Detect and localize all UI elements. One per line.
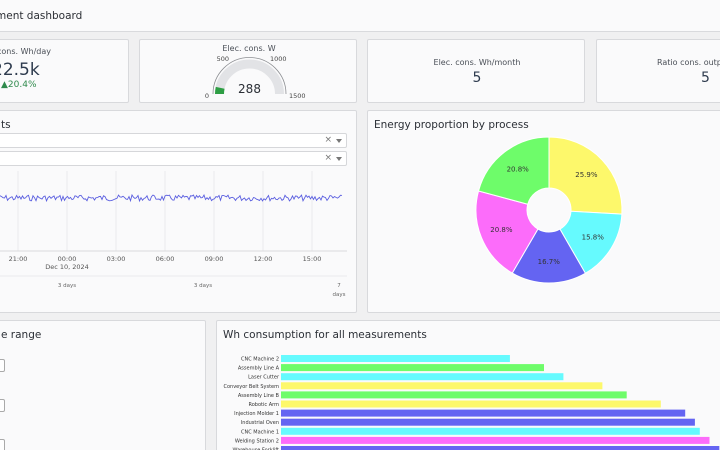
bar-category-label: Warehouse Forklift: [233, 448, 280, 450]
gauge-tick-1000: 1000: [270, 55, 287, 63]
donut-slice-label: 16.7%: [538, 258, 561, 266]
donut-slice[interactable]: [477, 136, 550, 205]
time-tick: 06:00: [156, 255, 175, 263]
consumption-bar-chart[interactable]: CNC Machine 2 Assembly Line A Laser Cutter…: [217, 321, 720, 450]
bar-category-label: CNC Machine 1: [241, 429, 279, 435]
time-series-chart[interactable]: 21:00 00:00 03:00 06:00 09:00 12:00 15:0…: [0, 111, 357, 313]
time-tick: 03:00: [107, 255, 126, 263]
kpi-ratio-value: 5: [701, 70, 710, 86]
bar[interactable]: [281, 400, 661, 408]
gauge-tick-500: 500: [217, 55, 229, 63]
proportion-panel: Energy proportion by process 25.9% 15.8% 1…: [367, 110, 720, 313]
clear-icon[interactable]: ×: [324, 135, 332, 145]
bar[interactable]: [281, 409, 686, 417]
bar[interactable]: [281, 418, 695, 426]
time-tick: 21:00: [9, 255, 28, 263]
proportion-title: Energy proportion by process: [374, 119, 529, 131]
kpi-monthly-value: 5: [472, 70, 482, 86]
bar[interactable]: [281, 382, 603, 390]
donut-slice-label: 25.9%: [575, 171, 598, 179]
power-gauge: 288 0 500 1000 1500: [205, 55, 306, 100]
date-label: Dec 10, 2024: [45, 263, 89, 271]
bar-category-label: Welding Station 2: [235, 438, 279, 444]
kpi-daily-delta: ▲20.4%: [1, 80, 37, 90]
measurements-panel: ts × × 21:00 00:00 03:00 06:00 09:00 12:…: [0, 110, 357, 313]
kpi-card-ratio: Ratio cons. output 5: [596, 39, 720, 103]
time-tick: 12:00: [254, 255, 273, 263]
range-checkbox-2[interactable]: [0, 399, 5, 412]
bar[interactable]: [281, 436, 710, 444]
kpi-power-label: Elec. cons. W: [222, 44, 276, 53]
donut-slice[interactable]: [548, 136, 623, 215]
bar-category-label: Laser Cutter: [248, 375, 280, 381]
range-label[interactable]: 3 days: [58, 283, 76, 289]
range-label[interactable]: 3 days: [194, 283, 212, 289]
range-label[interactable]: 7: [337, 283, 341, 289]
bar-category-label: Industrial Oven: [241, 420, 279, 426]
kpi-card-power: Elec. cons. W 288 0 500 1000 1500: [139, 39, 357, 103]
measurement-select-1[interactable]: ×: [0, 133, 347, 148]
bar-category-label: Assembly Line B: [238, 393, 280, 399]
donut-slice[interactable]: [475, 190, 539, 274]
bar[interactable]: [281, 355, 510, 362]
kpi-daily-value: 22.5k: [0, 60, 40, 80]
page-title: ment dashboard: [0, 10, 83, 22]
bar[interactable]: [281, 364, 544, 372]
measurement-select-2[interactable]: ×: [0, 151, 347, 166]
donut-slice[interactable]: [559, 210, 623, 274]
bar-category-label: Injection Molder 1: [234, 411, 279, 417]
kpi-card-monthly: Elec. cons. Wh/month 5: [367, 39, 585, 103]
bar-category-label: Conveyor Belt System: [223, 384, 279, 390]
gauge-value: 288: [238, 82, 261, 96]
bar-category-label: Assembly Line A: [238, 366, 280, 372]
consumption-title: Wh consumption for all measurements: [223, 329, 427, 341]
time-series-line: [0, 193, 343, 203]
bar-category-label: Robotic Arm: [249, 402, 280, 408]
donut-slice-label: 20.8%: [490, 226, 513, 234]
measurements-title: ts: [1, 119, 11, 131]
gauge-tick-1500: 1500: [289, 92, 306, 100]
donut-slice-label: 20.8%: [507, 166, 530, 174]
donut-slice-label: 15.8%: [582, 234, 605, 242]
kpi-monthly-label: Elec. cons. Wh/month: [433, 58, 521, 67]
consumption-panel: Wh consumption for all measurements CNC …: [216, 320, 720, 450]
range-checkbox-3[interactable]: [0, 439, 5, 450]
bar[interactable]: [281, 446, 720, 450]
top-bar: ment dashboard: [0, 0, 720, 32]
range-title: e range: [1, 329, 42, 341]
bar[interactable]: [281, 427, 700, 435]
bar-category-label: CNC Machine 2: [241, 357, 279, 363]
gauge-tick-0: 0: [205, 92, 209, 100]
time-tick: 00:00: [58, 255, 77, 263]
bar[interactable]: [281, 391, 627, 399]
range-sub-label[interactable]: days: [333, 292, 346, 298]
range-checkbox-1[interactable]: [0, 359, 5, 372]
range-panel: e range: [0, 320, 206, 450]
donut-chart[interactable]: 25.9% 15.8% 16.7% 20.8% 20.8%: [368, 111, 720, 313]
time-tick: 09:00: [205, 255, 224, 263]
bar[interactable]: [281, 373, 564, 381]
kpi-card-daily: cons. Wh/day 22.5k ▲20.4%: [0, 39, 129, 103]
kpi-daily-label: cons. Wh/day: [0, 47, 52, 56]
chevron-down-icon[interactable]: [336, 139, 342, 143]
kpi-ratio-label: Ratio cons. output: [657, 58, 720, 67]
chevron-down-icon[interactable]: [336, 157, 342, 161]
clear-icon[interactable]: ×: [324, 153, 332, 163]
time-tick: 15:00: [303, 255, 322, 263]
